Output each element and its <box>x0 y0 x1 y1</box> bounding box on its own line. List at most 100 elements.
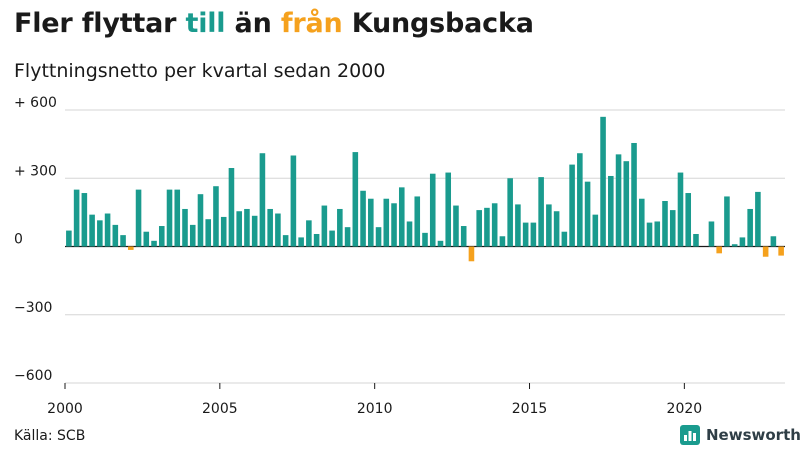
bar <box>685 193 692 247</box>
bar <box>313 233 320 247</box>
bar <box>344 227 351 247</box>
x-tick-label: 2010 <box>357 401 393 417</box>
title-word-in: till <box>185 8 226 39</box>
x-tick-label: 2020 <box>667 401 703 417</box>
bar <box>104 213 111 247</box>
title-word-out: från <box>280 8 343 39</box>
y-tick-label: −600 <box>14 368 52 384</box>
bar <box>484 207 490 247</box>
bar <box>197 194 204 247</box>
bar <box>275 213 281 247</box>
bar <box>143 231 150 247</box>
bar <box>460 226 467 247</box>
bar <box>236 211 242 247</box>
x-tick-label: 2015 <box>512 401 548 417</box>
bar <box>81 193 88 247</box>
bar <box>398 187 405 247</box>
bar <box>290 155 297 247</box>
title-part1: Fler flyttar <box>14 8 186 39</box>
bar <box>437 240 444 247</box>
bar <box>66 230 72 247</box>
bar <box>182 208 188 247</box>
x-axis-ticks: 2000 2005 2010 2015 2020 <box>47 383 702 417</box>
bar <box>391 203 397 247</box>
bar <box>615 154 622 247</box>
title-part2: än <box>225 8 281 39</box>
bar <box>429 173 436 247</box>
brand-name: Newsworthy <box>706 426 800 444</box>
bar <box>89 214 95 247</box>
source-note: Källa: SCB <box>14 428 86 444</box>
bar <box>298 237 304 247</box>
bar <box>360 190 366 247</box>
bar <box>135 189 142 247</box>
bar <box>739 237 746 247</box>
brand-logo[interactable]: Newsworthy <box>680 425 800 445</box>
bar <box>251 215 258 247</box>
x-tick-label: 2000 <box>47 401 83 417</box>
bar <box>259 153 266 247</box>
bar <box>468 246 475 262</box>
bar <box>73 189 80 247</box>
bar <box>166 189 173 247</box>
bar <box>747 208 753 247</box>
bar <box>600 116 606 247</box>
bar <box>414 196 421 247</box>
bar <box>724 196 730 247</box>
bar <box>530 222 537 247</box>
bar <box>453 205 459 247</box>
bar <box>546 204 552 247</box>
bar <box>151 240 157 247</box>
bar <box>638 198 645 247</box>
y-tick-label: −300 <box>14 300 52 316</box>
bars <box>66 116 784 262</box>
bar <box>662 201 668 247</box>
bar <box>646 222 653 247</box>
bar <box>654 221 661 247</box>
bar <box>515 204 521 247</box>
bar <box>352 152 359 247</box>
bar <box>623 161 630 247</box>
chart-subtitle: Flyttningsnetto per kvartal sedan 2000 <box>14 60 386 82</box>
y-tick-label: + 600 <box>14 95 57 111</box>
bar <box>608 175 614 247</box>
bar <box>708 221 715 247</box>
bar <box>491 203 498 247</box>
bar <box>584 181 591 247</box>
bar <box>205 219 212 247</box>
bar <box>677 172 684 247</box>
bar <box>368 198 374 247</box>
bar <box>213 186 219 247</box>
bar <box>406 221 413 247</box>
bar-chart-logo-icon <box>680 425 700 445</box>
bar <box>538 177 544 247</box>
bar <box>507 178 513 247</box>
chart-title: Fler flyttar till än från Kungsbacka <box>14 8 534 39</box>
bar <box>267 208 273 247</box>
bar <box>561 231 568 247</box>
bar <box>755 191 761 247</box>
bar <box>128 246 134 250</box>
bar <box>731 244 738 247</box>
y-axis-ticks: + 600 + 300 0 −300 −600 <box>14 95 57 384</box>
bar <box>476 210 482 247</box>
bar <box>337 208 343 247</box>
bar <box>522 222 529 247</box>
bar <box>306 220 312 247</box>
bar <box>693 233 699 247</box>
bar <box>569 164 575 247</box>
y-tick-label: 0 <box>14 232 23 248</box>
bar <box>220 216 227 247</box>
x-tick-label: 2005 <box>202 401 238 417</box>
bar <box>383 198 390 247</box>
bar <box>282 235 289 247</box>
bar <box>553 211 560 247</box>
bar <box>244 208 250 247</box>
bar <box>422 232 428 247</box>
bar <box>770 236 777 247</box>
bar <box>158 226 165 247</box>
bar <box>631 142 637 247</box>
bar <box>329 230 335 247</box>
bar <box>592 214 599 247</box>
